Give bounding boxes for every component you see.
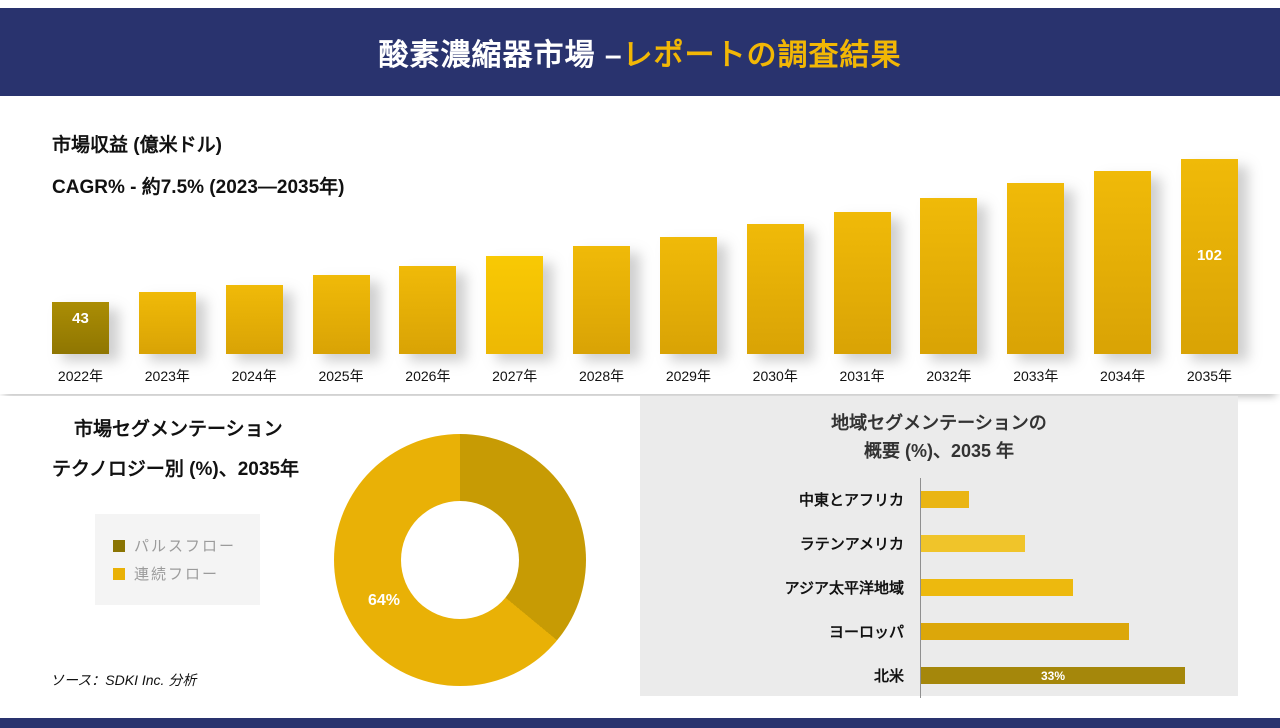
- page-title: 酸素濃縮器市場 –レポートの調査結果: [378, 30, 901, 74]
- revenue-bar-column: 2029年: [659, 237, 717, 386]
- revenue-cagr-label: CAGR% - 約7.5% (2023―2035年): [52, 177, 345, 198]
- revenue-chart-section: 市場収益 (億米ドル) CAGR% - 約7.5% (2023―2035年) 4…: [0, 96, 1280, 394]
- region-bar-track: 33%: [920, 653, 1238, 698]
- x-axis-label: 2032年: [926, 368, 972, 384]
- revenue-bar-column: 2030年: [746, 224, 804, 386]
- revenue-bar-column: 2026年: [399, 266, 457, 386]
- donut-hole: [401, 501, 519, 619]
- region-bar: 33%: [921, 667, 1185, 685]
- revenue-bar-column: 2028年: [573, 246, 631, 386]
- x-axis-label: 2035年: [1186, 368, 1233, 384]
- header-banner: 酸素濃縮器市場 –レポートの調査結果: [0, 8, 1280, 96]
- region-bar: [921, 491, 969, 509]
- continuous-flow-label: 連続フロー: [134, 566, 220, 583]
- revenue-bar: [573, 246, 631, 354]
- region-row: ラテンアメリカ: [640, 521, 1238, 566]
- legend-item-continuous-flow: 連続フロー: [113, 563, 236, 584]
- legend-item-pulse-flow: パルスフロー: [113, 535, 236, 556]
- x-axis-label: 2025年: [318, 368, 364, 384]
- region-chart-title: 地域セグメンテーションの 概要 (%)、2035 年: [640, 410, 1238, 466]
- revenue-chart-labels: 市場収益 (億米ドル) CAGR% - 約7.5% (2023―2035年): [52, 130, 345, 214]
- x-axis-label: 2027年: [492, 368, 538, 384]
- revenue-bar: [1094, 171, 1152, 354]
- region-bar: [921, 623, 1129, 641]
- pulse-flow-swatch: [113, 539, 125, 552]
- region-label: 北米: [873, 668, 904, 686]
- revenue-value-label: 43: [72, 310, 89, 327]
- region-label: ラテンアメリカ: [799, 536, 904, 554]
- donut-legend: パルスフロー 連続フロー: [95, 514, 261, 605]
- revenue-bar: [659, 237, 717, 354]
- x-axis-label: 2029年: [665, 368, 711, 384]
- region-rows: 中東とアフリカ ラテンアメリカアジア太平洋地域ヨーロッパ北米 33%: [640, 477, 1238, 698]
- x-axis-label: 2024年: [231, 368, 277, 384]
- pulse-flow-label: パルスフロー: [134, 538, 237, 555]
- region-bar-track: [920, 477, 1238, 522]
- segmentation-title: 市場セグメンテーション: [74, 419, 283, 440]
- region-row: ヨーロッパ: [640, 609, 1238, 654]
- x-axis-label: 2030年: [752, 368, 798, 384]
- revenue-bar: [1007, 183, 1065, 354]
- revenue-bars: 43 2022年 2023年 2024年 2025年 2026年 2027年 2028年 202…: [52, 159, 1238, 386]
- revenue-bar: [312, 275, 370, 354]
- region-bar-track: [920, 565, 1238, 610]
- donut-value-label: 64%: [367, 592, 401, 609]
- continuous-flow-swatch: [113, 567, 125, 580]
- region-row: アジア太平洋地域: [640, 565, 1238, 610]
- revenue-bar-column: 2031年: [833, 212, 891, 386]
- revenue-bar: [399, 266, 457, 354]
- region-title-line2: 概要 (%)、2035 年: [863, 440, 1015, 461]
- revenue-bar: [746, 224, 804, 354]
- segmentation-titles: 市場セグメンテーション テクノロジー別 (%)、2035年: [0, 396, 640, 481]
- bottom-section: 市場セグメンテーション テクノロジー別 (%)、2035年 パルスフロー 連続フ…: [0, 396, 1280, 698]
- revenue-bar-column: 2025年: [312, 275, 370, 386]
- region-bar-track: [920, 521, 1238, 566]
- technology-segmentation-panel: 市場セグメンテーション テクノロジー別 (%)、2035年 パルスフロー 連続フ…: [0, 396, 640, 696]
- region-label: ヨーロッパ: [828, 624, 904, 642]
- revenue-bar: 43: [52, 302, 109, 354]
- revenue-bar: [833, 212, 891, 354]
- region-label: アジア太平洋地域: [784, 580, 904, 598]
- region-bar: [921, 535, 1025, 553]
- revenue-bar-column: 2032年: [920, 198, 978, 386]
- x-axis-label: 2028年: [578, 368, 625, 384]
- segmentation-subtitle: テクノロジー別 (%)、2035年: [52, 459, 299, 480]
- revenue-bar-column: 102 2035年: [1180, 159, 1238, 386]
- revenue-value-label: 102: [1196, 247, 1222, 264]
- revenue-bar: 102: [1180, 159, 1238, 354]
- region-bar: [921, 579, 1073, 597]
- revenue-bar-column: 2024年: [225, 285, 283, 386]
- region-bar-track: [920, 609, 1238, 654]
- x-axis-label: 2023年: [144, 368, 190, 384]
- x-axis-label: 2033年: [1013, 368, 1059, 384]
- revenue-bar: [225, 285, 283, 354]
- region-segmentation-panel: 地域セグメンテーションの 概要 (%)、2035 年 中東とアフリカ ラテンアメリ…: [640, 396, 1238, 698]
- region-label: 中東とアフリカ: [798, 492, 904, 510]
- region-bar-value-label: 33%: [1040, 668, 1066, 683]
- revenue-bar-column: 2023年: [138, 292, 196, 386]
- x-axis-label: 2026年: [405, 368, 451, 384]
- revenue-metric-label: 市場収益 (億米ドル): [52, 135, 222, 156]
- revenue-bar-column: 2027年: [486, 256, 544, 386]
- region-row: 中東とアフリカ: [640, 477, 1238, 522]
- revenue-bar-column: 2034年: [1094, 171, 1152, 386]
- x-axis-label: 2022年: [57, 368, 104, 384]
- revenue-bar: [486, 256, 544, 354]
- technology-donut: 64%: [334, 434, 586, 686]
- region-title-line1: 地域セグメンテーションの: [831, 413, 1047, 433]
- page-title-accent: レポートの調査結果: [622, 39, 902, 72]
- x-axis-label: 2034年: [1100, 368, 1146, 384]
- revenue-bar: [920, 198, 978, 354]
- revenue-bar-column: 43 2022年: [52, 302, 109, 386]
- page-title-main: 酸素濃縮器市場 –: [378, 39, 623, 72]
- revenue-bar-column: 2033年: [1007, 183, 1065, 386]
- source-note: ソース：SDKI Inc. 分析: [50, 672, 197, 688]
- revenue-bar: [138, 292, 196, 354]
- region-row: 北米 33%: [640, 653, 1238, 698]
- x-axis-label: 2031年: [839, 368, 885, 384]
